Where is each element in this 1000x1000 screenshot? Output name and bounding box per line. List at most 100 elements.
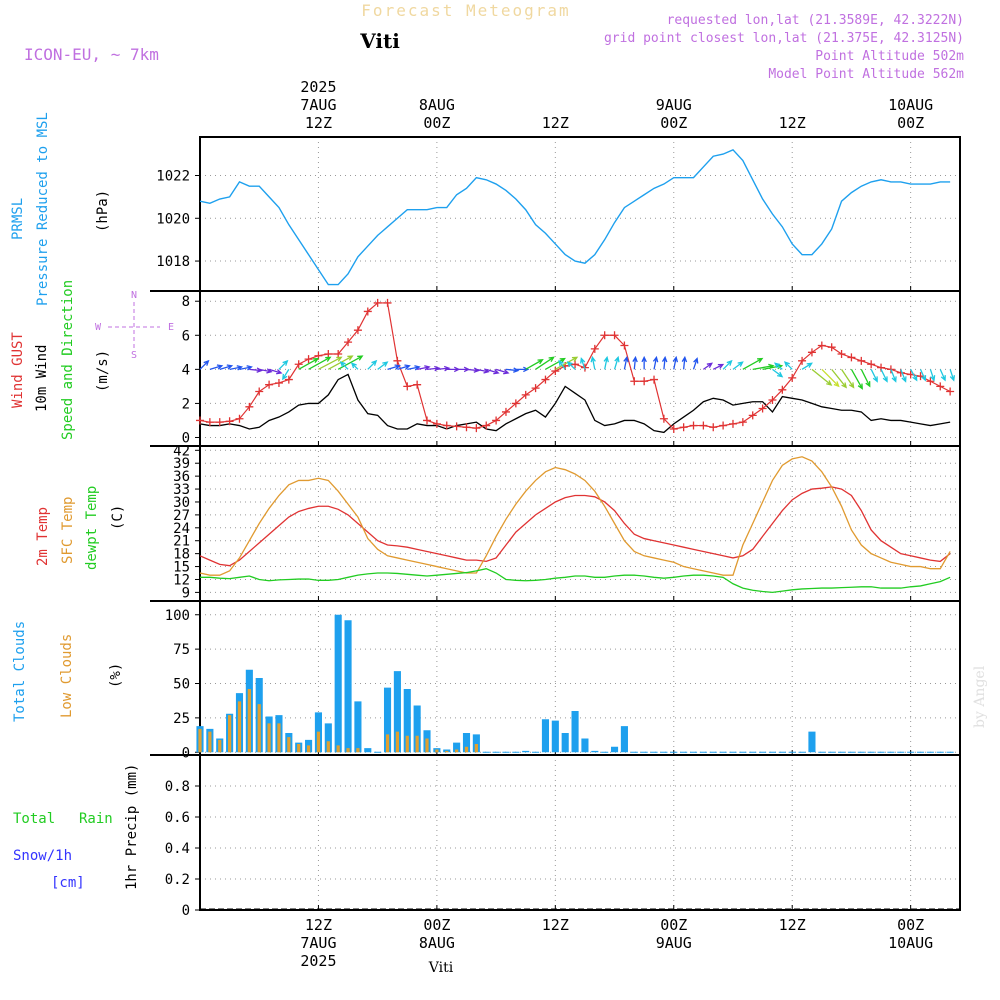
gust-marker: [442, 421, 451, 430]
wind-direction-arrow: [387, 364, 401, 370]
gust-marker: [472, 424, 481, 433]
wind-direction-arrow: [661, 355, 668, 370]
gust-marker: [669, 424, 678, 433]
celsius-label: (C): [110, 505, 126, 530]
low-cloud-bar: [336, 745, 340, 753]
wind-direction-arrow: [397, 364, 411, 370]
wind-direction-arrow: [199, 359, 210, 370]
gust-marker: [265, 380, 274, 389]
sfc-temp-line: [199, 456, 951, 576]
bottom-time-label: 10AUG: [888, 934, 933, 952]
wind-direction-arrow: [613, 355, 620, 370]
gust-marker: [946, 387, 955, 396]
low-cloud-bar: [237, 701, 242, 753]
wind-direction-arrow: [268, 368, 283, 375]
pressure-labels: PRMSL Pressure Reduced to MSL (hPa): [10, 112, 111, 306]
gust-marker: [551, 367, 560, 376]
gust-marker: [225, 417, 234, 426]
wind-direction-arrow: [278, 359, 289, 370]
ytick-label: 6: [182, 328, 190, 344]
wind-direction-arrow: [219, 364, 234, 370]
ytick-label: 18: [173, 547, 190, 563]
wind-direction-arrow: [209, 364, 224, 370]
low-cloud-bar: [356, 748, 360, 753]
wind-direction-arrow: [337, 355, 364, 370]
gust-marker: [452, 422, 461, 431]
ytick-label: 12: [173, 572, 190, 588]
ytick-label: 33: [173, 482, 190, 498]
compass-north: N: [131, 290, 137, 301]
wind-direction-arrow: [545, 357, 566, 370]
precip-labels: Total Rain Snow/1h [cm] 1hr Precip (mm): [13, 764, 140, 891]
gust-marker: [748, 411, 757, 420]
panel-frame: [199, 445, 961, 602]
wind-direction-arrow: [566, 361, 576, 370]
wind-direction-arrow: [249, 367, 263, 373]
sfc-label: SFC Temp: [60, 497, 76, 564]
wind-direction-arrow: [742, 357, 764, 370]
wind-direction-arrow: [732, 361, 744, 370]
precip-axis-label: 1hr Precip (mm): [124, 764, 140, 890]
bottom-time-label: 00Z: [423, 916, 450, 934]
wind-direction-arrow: [672, 355, 679, 370]
total-cloud-bar: [344, 620, 352, 753]
top-time-label: 9AUG: [656, 96, 692, 114]
panel-frame: [199, 290, 961, 447]
gust-marker: [294, 360, 303, 369]
wind-direction-arrow: [525, 359, 544, 370]
gust-marker: [768, 396, 777, 405]
wind-direction-arrow: [486, 368, 500, 375]
wind-direction-arrow: [783, 361, 793, 370]
wind-direction-arrow: [811, 368, 833, 386]
ytick-label: 50: [173, 677, 190, 693]
wind-direction-arrow: [910, 369, 918, 382]
gust-marker: [788, 373, 797, 382]
low-cloud-bar: [415, 735, 419, 753]
snow-unit-label: [cm]: [51, 875, 85, 891]
gust-marker: [867, 360, 876, 369]
wind-direction-arrow: [377, 361, 389, 370]
wind-direction-arrow: [495, 368, 510, 375]
ytick-label: 25: [173, 711, 190, 727]
gust-marker: [679, 423, 688, 432]
total-cloud-bar: [522, 750, 530, 753]
gust-marker: [245, 402, 254, 411]
total-cloud-bar: [383, 687, 392, 753]
gust-marker: [373, 298, 382, 307]
rain-label: Rain: [79, 811, 113, 827]
wind-labels: Wind GUST 10m Wind Speed and Direction (…: [10, 280, 174, 440]
low-cloud-bar: [346, 748, 350, 753]
ytick-label: 0.8: [165, 779, 190, 795]
total-cloud-bar: [413, 705, 421, 753]
wind-direction-arrow: [282, 369, 290, 381]
total-cloud-bar: [453, 742, 461, 753]
wind-direction-arrow: [535, 356, 555, 370]
gust-marker: [215, 418, 224, 427]
gust-marker: [817, 341, 826, 350]
wind-direction-arrow: [259, 368, 273, 374]
low-cloud-bar: [297, 744, 301, 753]
gust-marker: [610, 331, 619, 340]
top-time-label: 7AUG: [300, 96, 336, 114]
point-altitude: Point Altitude 502m: [815, 49, 964, 64]
gust-marker: [719, 421, 728, 430]
low-cloud-bar: [435, 749, 439, 753]
top-time-label: 2025: [300, 78, 336, 96]
wind-direction-arrow: [890, 369, 897, 383]
t2m-label: 2m Temp: [35, 507, 51, 566]
bottom-time-label: 12Z: [779, 916, 806, 934]
low-cloud-bar: [425, 738, 429, 753]
wind-direction-arrow: [407, 365, 421, 371]
wind-direction-arrow: [339, 361, 349, 370]
ytick-label: 27: [173, 508, 190, 524]
top-time-label: 12Z: [779, 114, 806, 132]
wind-direction-arrow: [350, 362, 359, 370]
low-cloud-bar: [277, 723, 281, 753]
gust-marker: [462, 423, 471, 432]
model-altitude: Model Point Altitude 562m: [768, 67, 964, 82]
wind-direction-arrow: [603, 355, 609, 370]
wind-direction-arrow: [880, 369, 888, 383]
gust-marker: [324, 350, 333, 359]
gust-marker: [728, 419, 737, 428]
